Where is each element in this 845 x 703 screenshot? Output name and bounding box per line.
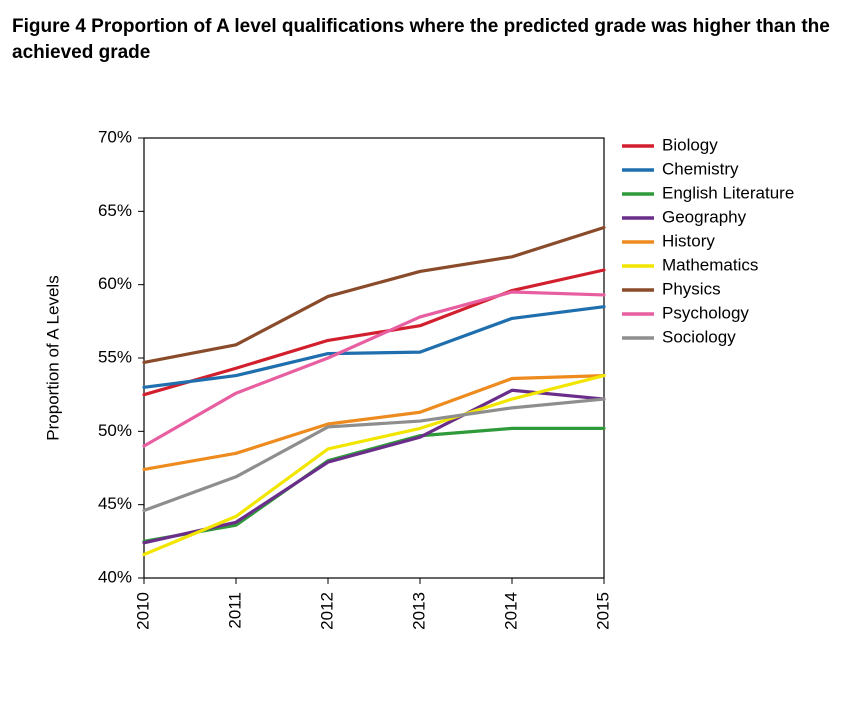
y-tick-label: 40% bbox=[98, 567, 132, 586]
x-tick-label: 2013 bbox=[409, 592, 428, 630]
legend-swatch bbox=[622, 168, 654, 172]
chart-bg bbox=[36, 120, 826, 680]
y-tick-label: 45% bbox=[98, 494, 132, 513]
legend-label: Geography bbox=[662, 207, 747, 226]
legend-swatch bbox=[622, 336, 654, 340]
x-tick-label: 2014 bbox=[501, 592, 520, 630]
legend-swatch bbox=[622, 288, 654, 292]
legend-label: Chemistry bbox=[662, 159, 739, 178]
line-chart: 40% 45% 50% 55% 60% 65% 70% 2010 2011 2012 2013 201… bbox=[36, 120, 826, 680]
x-tick-label: 2015 bbox=[593, 592, 612, 630]
legend-label: Sociology bbox=[662, 327, 736, 346]
y-tick-label: 55% bbox=[98, 347, 132, 366]
legend-swatch bbox=[622, 216, 654, 220]
legend-label: Physics bbox=[662, 279, 721, 298]
chart-container: 40% 45% 50% 55% 60% 65% 70% 2010 2011 2012 2013 201… bbox=[36, 120, 826, 690]
x-tick-label: 2010 bbox=[133, 592, 152, 630]
y-tick-label: 60% bbox=[98, 274, 132, 293]
y-tick-label: 50% bbox=[98, 421, 132, 440]
y-axis-label: Proportion of A Levels bbox=[43, 275, 62, 440]
legend-swatch bbox=[622, 312, 654, 316]
legend-label: Mathematics bbox=[662, 255, 758, 274]
legend-label: English Literature bbox=[662, 183, 794, 202]
x-tick-label: 2012 bbox=[317, 592, 336, 630]
legend-label: Psychology bbox=[662, 303, 749, 322]
legend-label: History bbox=[662, 231, 715, 250]
y-tick-label: 70% bbox=[98, 127, 132, 146]
legend-swatch bbox=[622, 144, 654, 148]
legend-swatch bbox=[622, 192, 654, 196]
x-tick-label: 2011 bbox=[225, 592, 244, 629]
figure-title: Figure 4 Proportion of A level qualifica… bbox=[12, 14, 833, 65]
legend-swatch bbox=[622, 240, 654, 244]
y-tick-label: 65% bbox=[98, 201, 132, 220]
legend-swatch bbox=[622, 264, 654, 268]
legend-label: Biology bbox=[662, 135, 718, 154]
